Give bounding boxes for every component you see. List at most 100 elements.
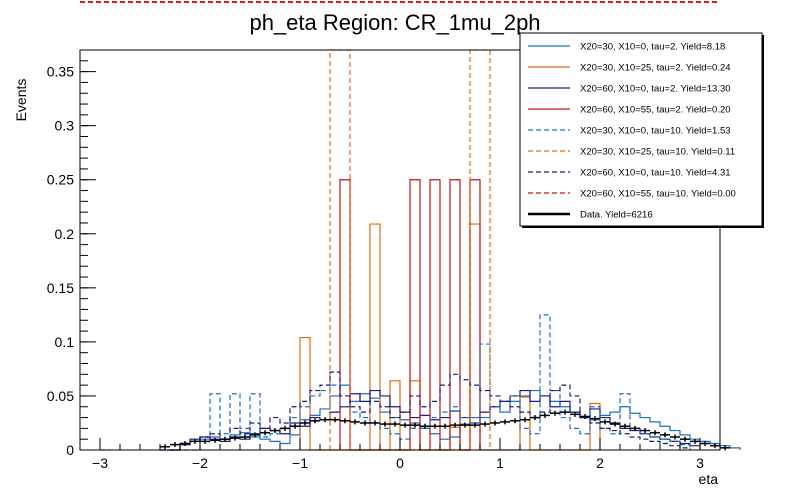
x-tick-label: 3: [696, 455, 704, 471]
y-tick-label: 0: [66, 442, 74, 458]
data-point: [510, 418, 520, 424]
legend-label: X20=60, X10=0, tau=2. Yield=13.30: [580, 84, 731, 95]
data-point: [320, 417, 330, 423]
data-point: [190, 438, 200, 444]
legend-shadow-bottom: [522, 226, 764, 228]
data-point: [550, 410, 560, 416]
data-point: [280, 425, 290, 431]
y-tick-label: 0.1: [55, 334, 75, 350]
y-tick-label: 0.25: [47, 172, 74, 188]
legend-entry: X20=60, X10=0, tau=2. Yield=13.30: [528, 84, 731, 95]
data-point: [420, 423, 430, 429]
data-point: [200, 438, 210, 444]
histogram-series-5: [160, 314, 691, 451]
data-points-group: [160, 409, 730, 451]
y-tick-label: 0.15: [47, 280, 74, 296]
data-point: [370, 420, 380, 426]
legend: X20=30, X10=0, tau=2. Yield=8.18 X20=30, …: [519, 32, 764, 228]
x-tick-label: 0: [396, 455, 404, 471]
histogram-series-7: [170, 371, 691, 451]
legend-entry: X20=30, X10=0, tau=2. Yield=8.18: [528, 42, 725, 53]
data-point: [500, 419, 510, 425]
x-tick-label: −2: [192, 455, 208, 471]
data-point: [290, 423, 300, 429]
legend-label: X20=60, X10=55, tau=10. Yield=0.00: [580, 189, 736, 200]
y-tick-label: 0.2: [55, 226, 75, 242]
data-point: [530, 415, 540, 421]
data-point: [470, 422, 480, 428]
data-point: [680, 436, 690, 442]
data-point: [520, 417, 530, 423]
data-point: [720, 445, 730, 451]
data-point: [330, 417, 340, 423]
data-point: [270, 428, 280, 434]
data-point: [250, 432, 260, 438]
x-axis-label: eta: [699, 471, 719, 487]
x-tick-label: −3: [92, 455, 108, 471]
data-point: [460, 422, 470, 428]
data-point: [240, 434, 250, 440]
data-point: [160, 444, 170, 450]
data-point: [560, 409, 570, 415]
legend-entry: X20=60, X10=55, tau=2. Yield=0.20: [528, 105, 731, 116]
data-point: [700, 441, 710, 447]
data-point: [640, 428, 650, 434]
data-point: [210, 437, 220, 443]
data-point: [390, 421, 400, 427]
legend-label: X20=30, X10=0, tau=10. Yield=1.53: [580, 126, 731, 137]
data-point: [220, 436, 230, 442]
data-point: [180, 441, 190, 447]
data-point: [230, 435, 240, 441]
data-point: [170, 442, 180, 448]
data-point: [690, 438, 700, 444]
legend-entry: X20=30, X10=25, tau=10. Yield=0.11: [528, 147, 735, 158]
data-point: [310, 418, 320, 424]
data-point: [450, 422, 460, 428]
legend-label: X20=60, X10=0, tau=10. Yield=4.31: [580, 168, 731, 179]
legend-entry: Data. Yield=6216: [528, 210, 653, 221]
data-point: [430, 423, 440, 429]
data-point: [540, 412, 550, 418]
data-point: [580, 413, 590, 419]
legend-label: X20=30, X10=0, tau=2. Yield=8.18: [580, 42, 725, 53]
data-point: [440, 423, 450, 429]
data-point: [660, 432, 670, 438]
y-tick-label: 0.35: [47, 64, 74, 80]
legend-label: X20=60, X10=55, tau=2. Yield=0.20: [580, 105, 731, 116]
data-point: [620, 423, 630, 429]
x-tick-label: 2: [596, 455, 604, 471]
legend-label: Data. Yield=6216: [580, 210, 653, 221]
data-point: [650, 430, 660, 436]
legend-entry: X20=60, X10=0, tau=10. Yield=4.31: [528, 168, 731, 179]
data-point: [670, 434, 680, 440]
y-axis-label: Events: [13, 79, 29, 122]
legend-label: X20=30, X10=25, tau=2. Yield=0.24: [580, 63, 731, 74]
axes-group: −3 −2 −1 0 1 2 3 0 0.05 0.1 0.15 0.2 0.25 0.3 0.35: [47, 49, 721, 471]
data-point: [350, 419, 360, 425]
x-tick-label: −1: [292, 455, 308, 471]
data-point: [360, 420, 370, 426]
data-point: [340, 418, 350, 424]
legend-label: X20=30, X10=25, tau=10. Yield=0.11: [580, 147, 735, 158]
data-point: [400, 422, 410, 428]
y-tick-label: 0.3: [55, 118, 75, 134]
data-point: [610, 421, 620, 427]
data-point: [590, 416, 600, 422]
legend-entry: X20=30, X10=0, tau=10. Yield=1.53: [528, 126, 731, 137]
data-point: [300, 420, 310, 426]
legend-shadow-right: [762, 35, 764, 228]
legend-entry: X20=30, X10=25, tau=2. Yield=0.24: [528, 63, 731, 74]
data-point: [570, 411, 580, 417]
chart-title: ph_eta Region: CR_1mu_2ph: [249, 10, 540, 35]
data-point: [630, 425, 640, 431]
data-point: [410, 422, 420, 428]
y-tick-label: 0.05: [47, 388, 74, 404]
x-tick-label: 1: [496, 455, 504, 471]
data-point: [260, 430, 270, 436]
legend-entry: X20=60, X10=55, tau=10. Yield=0.00: [528, 189, 736, 200]
data-point: [600, 419, 610, 425]
data-point: [380, 421, 390, 427]
data-point: [710, 443, 720, 449]
data-point: [480, 421, 490, 427]
